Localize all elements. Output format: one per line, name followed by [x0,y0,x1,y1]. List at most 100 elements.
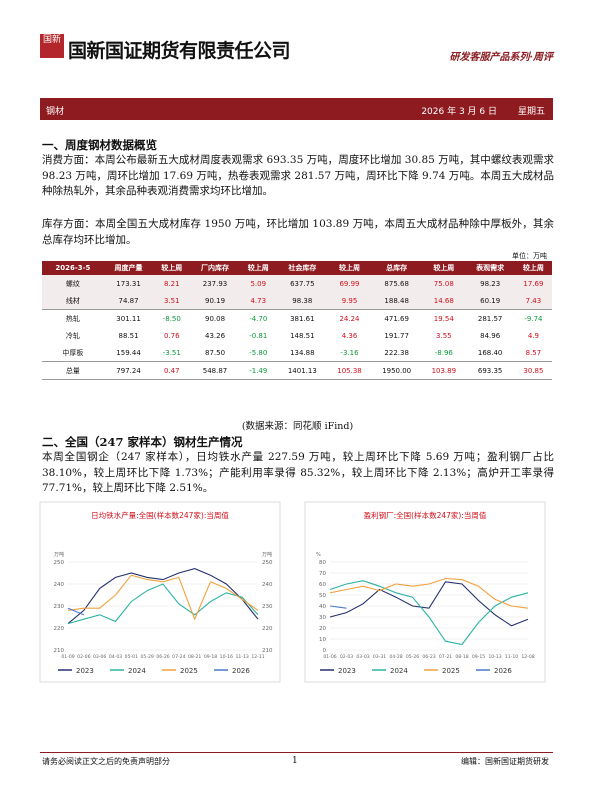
legend-label: 2025 [442,667,460,675]
chart-title: 日均铁水产量:全国(样本数247家):当周值 [91,510,229,520]
cell: 69.99 [339,279,360,288]
data-table: 2026-3-5 周度产量 较上周 厂内库存 较上周 社会库存 较上周 总库存 较上周 表观需求较… [42,261,552,380]
cell: 17.69 [523,279,544,288]
editor: 编辑：国新国证期货研发 [461,757,549,766]
header-cell: 表观需求 [465,261,515,275]
banner-topic: 钢材 [46,107,65,117]
cell: 797.24 [116,366,141,375]
chart-frame [39,501,281,683]
cell: 线材 [65,296,80,305]
y-tick-label: 40 [319,604,326,610]
legend-label: 2024 [128,667,146,675]
cell: 4.73 [250,296,267,305]
cell: 7.43 [525,296,542,305]
cell: 637.75 [290,279,315,288]
source: (数据来源：同花顺 iFind) [241,421,354,432]
footer-rule [40,752,553,753]
series-line [329,605,347,609]
y-tick-label: 30 [319,615,326,621]
banner-weekday: 星期五 [517,107,545,117]
x-tick-label: 01-06 [323,654,336,660]
cell: 螺纹 [65,279,80,288]
y-tick-label: 250 [54,560,65,566]
cell: -0.81 [249,331,268,340]
table-row: 螺纹 173.31 8.21 237.93 5.09 637.75 69.99 875.68 7… [42,275,552,292]
cell: 1401.13 [287,366,317,375]
header-cell: 较上周 [327,261,372,275]
cell: 0.76 [163,331,180,340]
cell: 148.51 [290,331,315,340]
cell: 74.87 [118,296,139,305]
cell: 98.23 [480,279,501,288]
cell: 471.69 [384,314,409,323]
table-row: 冷轧 88.51 0.76 43.26 -0.81 148.51 4.36 191.77 3.5… [42,327,552,344]
header-cell: 较上周 [153,261,191,275]
header-cell: 总库存 [371,261,423,275]
cell: 75.08 [433,279,454,288]
cell: 4.36 [341,331,358,340]
cell: 88.51 [118,331,139,340]
cell: 168.40 [477,348,503,357]
y-tick-label: 60 [319,582,326,588]
x-tick-label: 03-06 [93,654,106,660]
cell: 105.38 [337,366,362,375]
cell: 24.24 [339,314,360,323]
cell: -9.74 [524,314,543,323]
unit: 单位：万吨 [512,252,547,260]
y2-tick-label: 250 [262,560,273,566]
header-cell: 2026-3-5 [42,261,104,275]
legend-label: 2026 [232,667,250,675]
y-tick-label: 70 [319,571,326,577]
table-row: 线材 74.87 3.51 90.19 4.73 98.38 9.95 188.48 14.68… [42,292,552,310]
cell: 中厚板 [62,348,84,357]
cell: 1950.00 [382,366,412,375]
cell: 14.68 [433,296,454,305]
legend-label: 2024 [390,667,408,675]
y-tick-label: 80 [319,560,326,566]
cell: 222.38 [384,348,409,357]
y2-axis-label: 万吨 [262,551,272,558]
series-line [67,568,259,625]
paragraph: 库存方面：本周全国五大成材库存 1950 万吨，环比增加 103.89 万吨，本… [42,218,554,246]
x-tick-label: 04-28 [389,654,402,660]
cell: -4.70 [249,314,268,323]
series-line [329,577,529,609]
x-tick-label: 06-23 [422,654,435,660]
chart-frame [304,501,546,683]
x-tick-label: 03-03 [356,654,369,660]
y2-tick-label: 220 [262,626,273,632]
cell: 60.19 [480,296,501,305]
x-tick-label: 04-03 [109,654,122,660]
cell: 173.31 [116,279,141,288]
cell: 84.96 [480,331,501,340]
cell: 875.68 [384,279,409,288]
series-line [329,580,529,646]
cell: 43.26 [204,331,226,340]
cell: 159.44 [116,348,141,357]
table-row: 热轧 301.11 -8.50 90.08 -4.70 381.61 24.24 471.69… [42,309,552,328]
series-line [67,583,259,625]
cell: 0.47 [163,366,180,375]
x-tick-label: 11-10 [505,654,518,660]
cell: 30.85 [523,366,544,375]
chart-title: 盈利钢厂:全国(样本数247家):当周值 [364,510,487,520]
x-tick-label: 06-26 [156,654,169,660]
x-tick-label: 05-01 [125,654,138,660]
header-cell: 社会库存 [276,261,328,275]
x-tick-label: 11-13 [235,654,248,660]
y-tick-label: 240 [54,582,65,588]
series-line [67,607,85,616]
cell: -8.50 [162,314,181,323]
x-tick-label: 08-18 [455,654,468,660]
header-cell: 周度产量 [103,261,154,275]
cell: -1.49 [249,366,268,375]
x-tick-label: 02-06 [77,654,90,660]
logo: 国新 [40,34,64,58]
y-axis-label: 万吨 [54,551,64,558]
cell: 9.95 [341,296,358,305]
cell: 134.88 [290,348,315,357]
cell: 191.77 [384,331,409,340]
header-cell: 较上周 [239,261,277,275]
cell: 5.09 [250,279,267,288]
